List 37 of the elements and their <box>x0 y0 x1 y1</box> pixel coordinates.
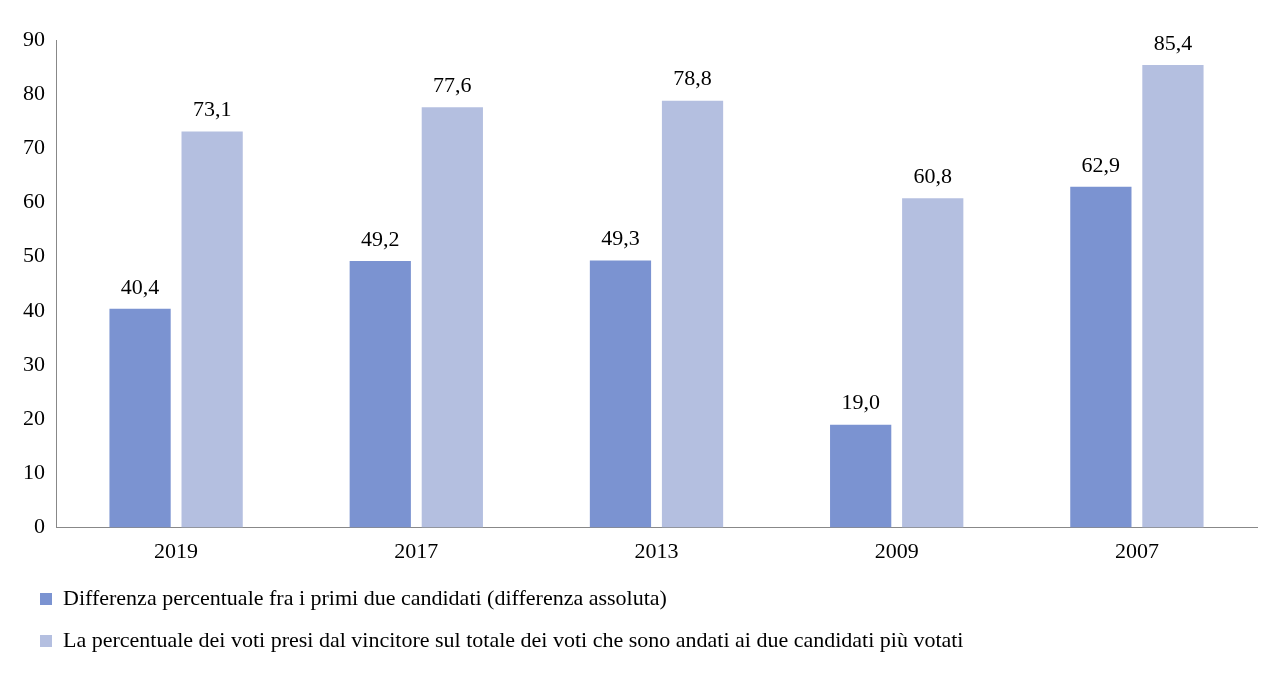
data-label: 78,8 <box>673 65 712 91</box>
x-tick-label: 2013 <box>634 537 679 563</box>
bar <box>830 424 892 528</box>
y-tick-label: 90 <box>23 25 45 51</box>
x-tick-label: 2009 <box>874 537 919 563</box>
data-label: 60,8 <box>913 162 952 188</box>
bar <box>661 100 724 528</box>
bar <box>1142 64 1204 528</box>
data-label: 40,4 <box>120 273 160 299</box>
bar <box>1070 186 1132 528</box>
y-tick-label: 30 <box>23 350 45 376</box>
data-label: 73,1 <box>192 96 232 122</box>
data-label: 49,2 <box>361 225 400 251</box>
y-tick-label: 80 <box>23 79 45 105</box>
data-label: 19,0 <box>841 389 880 415</box>
y-tick-label: 20 <box>23 405 45 431</box>
data-label: 77,6 <box>433 71 472 97</box>
bar <box>109 308 171 528</box>
bar <box>589 260 652 528</box>
y-tick-label: 10 <box>23 459 45 485</box>
bar <box>902 198 964 528</box>
legend-label: Differenza percentuale fra i primi due candidati (differenza assoluta) <box>63 584 667 610</box>
x-tick-label: 2019 <box>154 537 199 563</box>
data-label: 49,3 <box>601 225 640 251</box>
y-tick-label: 40 <box>23 296 45 322</box>
y-tick-label: 70 <box>23 134 45 160</box>
x-tick-label: 2017 <box>394 537 439 563</box>
bar <box>421 107 483 528</box>
legend-label: La percentuale dei voti presi dal vincitore sul totale dei voti che sono andati ai due candidati più votati <box>63 626 964 652</box>
data-label: 85,4 <box>1153 29 1193 55</box>
y-tick-label: 0 <box>34 513 45 539</box>
bar <box>181 131 243 528</box>
x-tick-label: 2007 <box>1114 537 1159 563</box>
y-tick-label: 50 <box>23 242 45 268</box>
y-tick-label: 60 <box>23 188 45 214</box>
bar <box>349 261 411 528</box>
data-label: 62,9 <box>1081 151 1121 177</box>
